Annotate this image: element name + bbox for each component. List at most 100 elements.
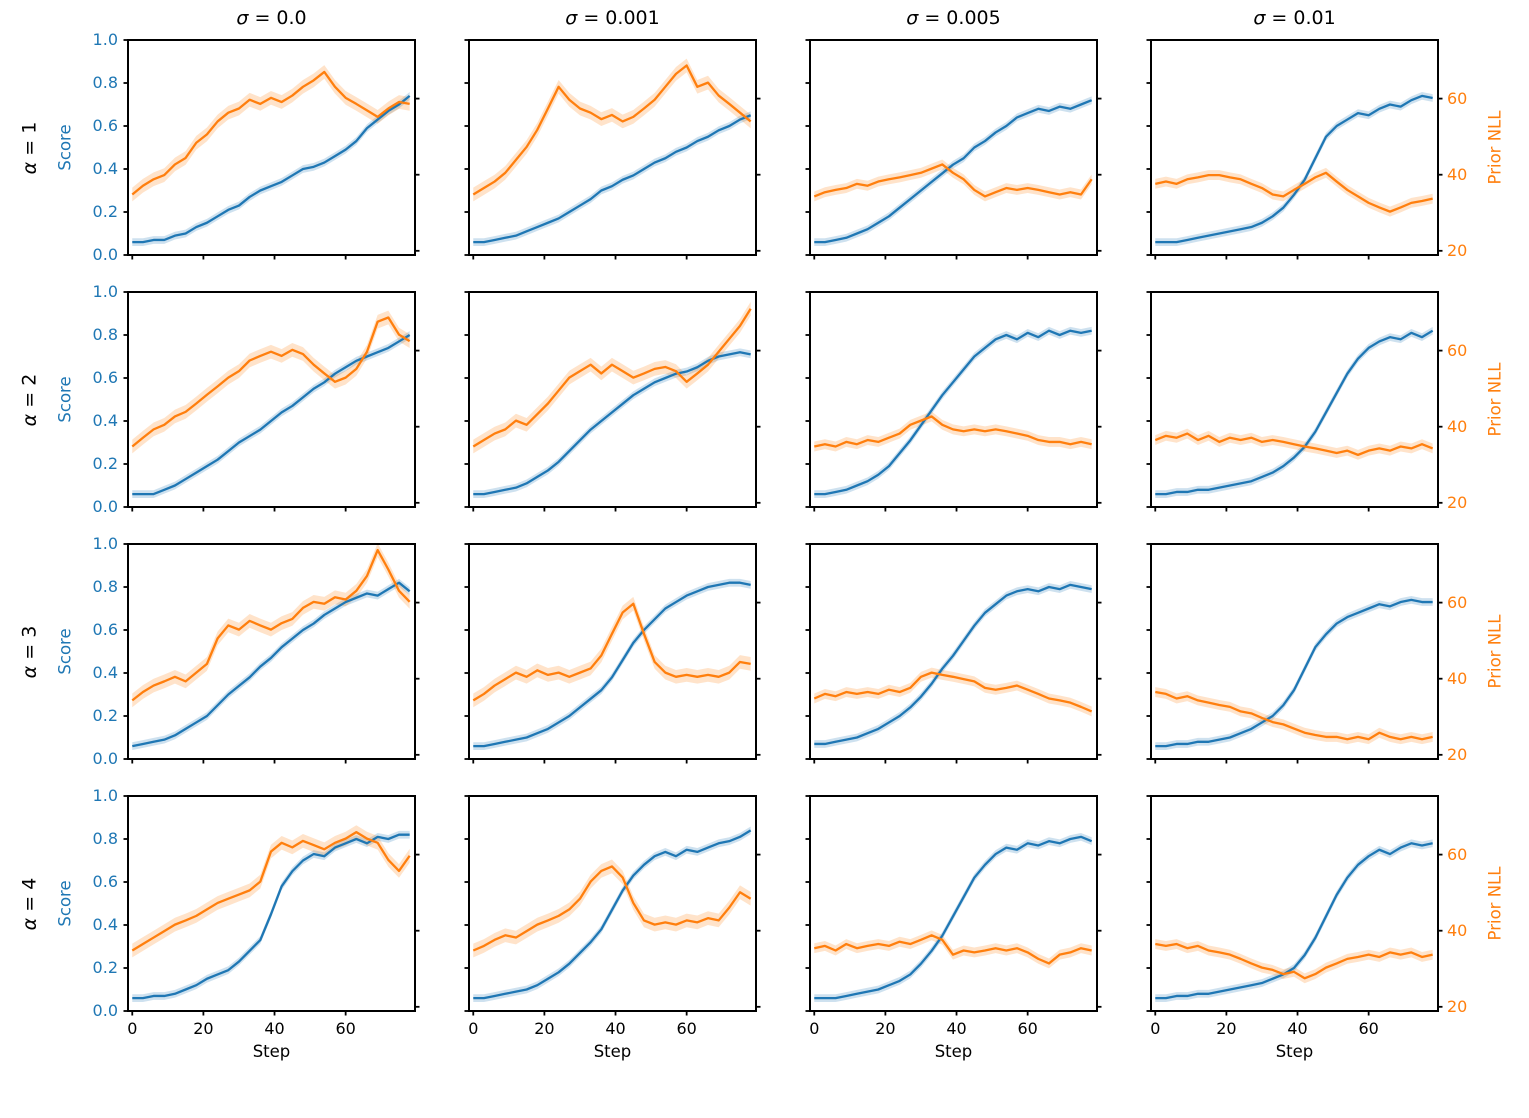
subplot-alpha1-sigma0.0: 0.0 0.2 0.4 0.6 0.8 1.0: [93, 30, 420, 264]
subplot-alpha1-sigma0.01: 20 40 60: [1146, 39, 1467, 260]
x-tick-label: 0: [1150, 1019, 1161, 1038]
y-left-tick-label: 0.6: [92, 116, 118, 135]
prior-nll-line: [813, 163, 1093, 198]
score-line: [1155, 329, 1434, 496]
subplot-alpha1-sigma0.001: [464, 39, 761, 260]
prior-nll-line: [1154, 432, 1434, 457]
y-left-tick-label: 0.0: [92, 245, 118, 264]
y-right-tick-label: 20: [1447, 492, 1468, 512]
plot-area: [464, 39, 761, 260]
y-right-tick-label: 40: [1447, 416, 1468, 436]
prior-nll-confidence-band: [132, 310, 410, 454]
axes-spines: [468, 39, 757, 256]
subplot-alpha4-sigma0.0: 0.0 0.2 0.4 0.6 0.8 1.0 0 20 40 60: [93, 786, 420, 1038]
y-left-tick-label: 0.2: [92, 202, 118, 221]
subplot-alpha4-sigma0.001: 0 20 40 60: [464, 795, 761, 1038]
row-label-alpha-2: α = 2: [18, 373, 40, 426]
y-left-tick-label: 0.4: [92, 915, 118, 934]
subplot-alpha2-sigma0.01: 20 40 60: [1146, 291, 1467, 512]
prior-nll-line: [472, 64, 752, 196]
plot-area: [805, 795, 1102, 1016]
x-axis-label-step-col1: Step: [252, 1042, 291, 1061]
subplot-alpha3-sigma0.0: 0.0 0.2 0.4 0.6 0.8 1.0: [93, 534, 420, 768]
score-line: [814, 329, 1092, 496]
score-line: [473, 581, 751, 748]
prior-nll-confidence-band: [1155, 939, 1433, 984]
score-confidence-band: [814, 580, 1092, 748]
x-tick-label: 20: [534, 1019, 555, 1038]
score-confidence-band: [473, 111, 751, 246]
subplot-alpha1-sigma0.005: [805, 39, 1102, 260]
x-tick-label: 60: [1358, 1019, 1379, 1038]
plot-area: [464, 291, 761, 512]
y-axis-label-prior-nll-row1: Prior NLL: [1485, 110, 1505, 185]
col-title-sigma-0.0: σ = 0.0: [236, 7, 307, 29]
x-tick-label: 40: [264, 1019, 285, 1038]
y-axis-label-prior-nll-row2: Prior NLL: [1485, 362, 1505, 437]
axes-spines: [127, 39, 416, 256]
x-tick-label: 0: [127, 1019, 138, 1038]
score-line: [132, 581, 411, 748]
plot-area: [1146, 291, 1443, 512]
subplot-alpha3-sigma0.001: [464, 543, 761, 764]
score-confidence-band: [1155, 326, 1433, 498]
tick-marks: [123, 39, 420, 260]
y-left-tick-label: 0.2: [92, 454, 118, 473]
score-confidence-band: [473, 578, 751, 750]
score-confidence-band: [132, 331, 410, 498]
score-confidence-band: [473, 826, 751, 1002]
row-label-alpha-4: α = 4: [18, 877, 40, 930]
axes-spines: [809, 291, 1098, 508]
prior-nll-confidence-band: [1155, 687, 1433, 745]
x-tick-label: 20: [193, 1019, 214, 1038]
axes-spines: [468, 795, 757, 1012]
subplot-alpha3-sigma0.005: [805, 543, 1102, 764]
prior-nll-confidence-band: [473, 301, 751, 454]
y-left-tick-label: 1.0: [92, 534, 118, 553]
axes-spines: [468, 543, 757, 760]
col-title-sigma-0.005: σ = 0.005: [906, 7, 1001, 29]
tick-marks: [805, 795, 1102, 1016]
x-tick-label: 40: [1287, 1019, 1308, 1038]
prior-nll-line: [131, 548, 411, 702]
prior-nll-line: [472, 308, 752, 448]
subplot-alpha2-sigma0.001: [464, 291, 761, 512]
plot-area: [123, 39, 420, 260]
axes-spines: [127, 543, 416, 760]
score-line: [814, 583, 1092, 746]
score-line: [814, 99, 1093, 244]
score-line: [132, 833, 410, 1000]
prior-nll-line: [131, 316, 411, 448]
subplot-alpha4-sigma0.005: 0 20 40 60: [805, 795, 1102, 1038]
prior-nll-line: [472, 602, 751, 702]
tick-marks: [464, 543, 761, 764]
score-confidence-band: [814, 96, 1092, 246]
y-left-tick-label: 1.0: [92, 30, 118, 49]
x-tick-label: 0: [809, 1019, 820, 1038]
x-axis-label-step-col3: Step: [934, 1042, 973, 1061]
prior-nll-confidence-band: [132, 825, 410, 958]
axes-spines: [1150, 543, 1439, 760]
col-title-sigma-0.001: σ = 0.001: [565, 7, 660, 29]
y-left-tick-label: 1.0: [92, 786, 118, 805]
y-left-tick-label: 0.6: [92, 368, 118, 387]
subplot-alpha2-sigma0.0: 0.0 0.2 0.4 0.6 0.8 1.0: [93, 282, 420, 516]
y-left-tick-label: 0.8: [92, 577, 118, 596]
y-right-tick-label: 20: [1447, 744, 1468, 764]
plot-area: [805, 39, 1102, 260]
y-left-tick-label: 0.4: [92, 411, 118, 430]
x-tick-label: 40: [605, 1019, 626, 1038]
tick-marks: [1146, 39, 1443, 260]
plot-area: [1146, 39, 1443, 260]
y-right-tick-label: 60: [1447, 88, 1468, 108]
y-left-tick-label: 0.6: [92, 620, 118, 639]
prior-nll-line: [1155, 690, 1433, 741]
x-axis-label-step-col2: Step: [593, 1042, 632, 1061]
score-line: [1155, 598, 1433, 748]
tick-marks: [464, 39, 761, 260]
y-right-tick-label: 40: [1447, 668, 1468, 688]
prior-nll-line: [1155, 942, 1433, 980]
x-tick-label: 40: [946, 1019, 967, 1038]
tick-marks: [1146, 291, 1443, 512]
